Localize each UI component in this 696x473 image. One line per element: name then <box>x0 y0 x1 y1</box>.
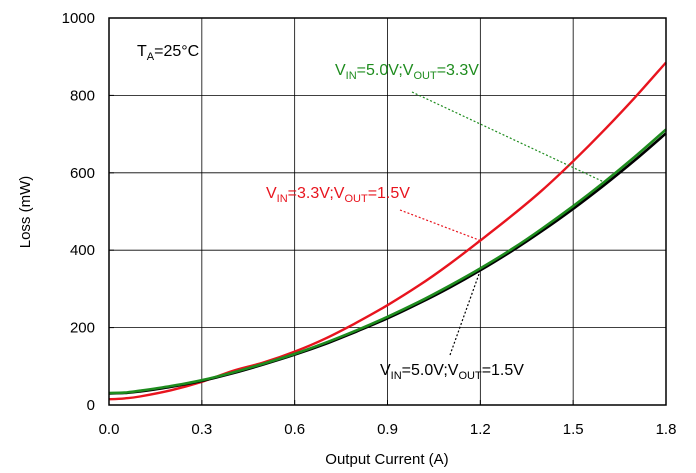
x-tick-label: 0.6 <box>284 421 305 438</box>
ta-rest: =25°C <box>154 43 199 60</box>
y-axis-label: Loss (mW) <box>17 176 34 249</box>
x-tick-label: 1.5 <box>563 421 584 438</box>
red-sub-out: OUT <box>344 193 368 205</box>
red-series-annotation: VIN=3.3V;VOUT=1.5V <box>266 185 410 205</box>
red-end: =1.5V <box>368 185 411 202</box>
ta-annotation: TA=25°C <box>137 43 199 63</box>
green-v-in: V <box>335 62 346 79</box>
series-layer <box>108 61 667 401</box>
black-mid: =5.0V;V <box>402 362 459 379</box>
grid <box>109 18 666 405</box>
black-sub-out: OUT <box>458 370 482 382</box>
y-tick-label: 200 <box>70 320 95 337</box>
red-leader-line <box>399 209 481 242</box>
green-series-line <box>108 128 667 395</box>
red-sub-in: IN <box>277 193 288 205</box>
red-series-line <box>108 61 667 401</box>
red-mid: =3.3V;V <box>288 185 345 202</box>
green-end: =3.3V <box>437 62 480 79</box>
green-mid: =5.0V;V <box>357 62 414 79</box>
black-series-annotation: VIN=5.0V;VOUT=1.5V <box>380 362 524 382</box>
black-sub-in: IN <box>391 370 402 382</box>
black-v-in: V <box>380 362 391 379</box>
y-tick-label: 1000 <box>62 10 95 27</box>
y-tick-label: 600 <box>70 165 95 182</box>
x-tick-label: 0.3 <box>191 421 212 438</box>
x-tick-label: 1.2 <box>470 421 491 438</box>
red-v-in: V <box>266 185 277 202</box>
x-axis-label: Output Current (A) <box>325 451 448 468</box>
green-series-annotation: VIN=5.0V;VOUT=3.3V <box>335 62 479 82</box>
black-end: =1.5V <box>482 362 525 379</box>
y-tick-label: 800 <box>70 87 95 104</box>
y-tick-label: 0 <box>87 397 95 414</box>
y-tick-label: 400 <box>70 242 95 259</box>
x-tick-label: 0.9 <box>377 421 398 438</box>
tick-labels: 0.0 0.3 0.6 0.9 1.2 1.5 1.8 0 200 400 600 800 1000 <box>62 10 677 438</box>
green-sub-in: IN <box>346 70 357 82</box>
ta-main: T <box>137 43 147 60</box>
green-leader-line <box>411 91 605 183</box>
x-tick-label: 1.8 <box>656 421 677 438</box>
ta-sub: A <box>147 51 155 63</box>
x-tick-label: 0.0 <box>99 421 120 438</box>
black-leader-line <box>449 270 481 356</box>
green-sub-out: OUT <box>413 70 437 82</box>
annotation-leaders <box>399 91 605 356</box>
